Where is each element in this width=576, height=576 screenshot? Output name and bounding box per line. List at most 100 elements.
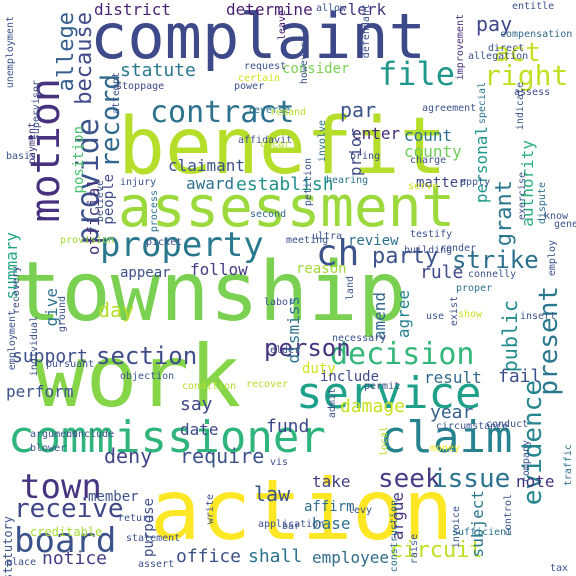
word-perform: perform [6, 382, 74, 401]
word-condition: condition [182, 381, 237, 392]
word-recovery: recovery [11, 266, 22, 315]
word-recover: recover [246, 379, 289, 390]
word-write: write [205, 494, 216, 525]
word-serve: serve [408, 181, 439, 192]
word-building: building [404, 245, 453, 256]
word-entitle: entitle [512, 1, 555, 12]
word-stoppage: stoppage [116, 81, 165, 92]
word-supervisor: supervisor [31, 80, 42, 141]
word-office: office [176, 546, 242, 567]
word-however: however [299, 42, 310, 85]
word-improvement: improvement [455, 14, 466, 81]
word-establish: establish [236, 174, 334, 195]
word-take: take [312, 472, 351, 491]
word-affirm: affirm [304, 499, 355, 515]
word-blower: blower [30, 443, 67, 454]
word-return: return [118, 513, 155, 524]
word-matter: matter [416, 175, 467, 191]
word-town: town [20, 467, 102, 507]
word-section: section [96, 342, 198, 370]
word-consider: consider [282, 61, 350, 77]
word-complaint: complaint [90, 0, 426, 73]
word-ch: ch [316, 233, 360, 274]
word-pursuant: pursuant [46, 359, 95, 370]
word-decision: decision [330, 337, 475, 372]
word-second: second [250, 209, 287, 220]
word-follow: follow [190, 260, 248, 279]
word-meeting: meeting [286, 235, 329, 246]
word-unemployment: unemployment [5, 16, 16, 89]
word-circuit: circuit [390, 538, 483, 563]
word-proper: proper [456, 283, 493, 294]
word-claim: claim [380, 412, 513, 463]
word-count: count [404, 126, 453, 145]
word-employment: employment [7, 310, 18, 371]
word-member: member [88, 489, 139, 505]
word-basis: basis [6, 151, 37, 162]
word-conclude: conclude [66, 429, 115, 440]
word-enter: enter [352, 124, 401, 143]
word-damage: damage [340, 396, 406, 417]
word-company: company [521, 440, 532, 483]
word-bring: bring [350, 151, 381, 162]
word-involve: involve [317, 120, 328, 163]
word-elder: elder [270, 345, 301, 356]
word-testify: testify [410, 229, 453, 240]
word-land: land [345, 276, 356, 301]
word-purpose: purpose [141, 498, 157, 558]
word-day: day [98, 298, 135, 322]
word-employee: employee [312, 548, 390, 567]
word-vis: vis [270, 457, 289, 468]
word-compensation: compensation [500, 29, 573, 40]
word-tax: tax [550, 563, 569, 574]
word-sufficient: sufficient [452, 527, 513, 538]
word-petition: petition [303, 158, 314, 207]
word-appear: appear [120, 265, 171, 281]
word-file: file [378, 55, 456, 93]
word-statute: statute [120, 60, 196, 81]
word-note: note [516, 472, 555, 491]
word-power: power [234, 81, 265, 92]
word-request: request [244, 61, 287, 72]
word-public: public [498, 300, 522, 373]
word-certain: certain [238, 73, 281, 84]
word-include: include [320, 369, 380, 385]
word-reason: reason [296, 261, 347, 277]
word-act: act [494, 38, 541, 68]
word-objection: objection [120, 371, 175, 382]
word-district: district [94, 0, 172, 19]
word-party: party [372, 244, 439, 269]
word-show: show [458, 309, 483, 320]
word-base: base [312, 514, 351, 533]
word-determine: determine [226, 0, 313, 19]
word-claimant: claimant [168, 156, 246, 175]
word-argument: argument [30, 429, 79, 440]
word-place: place [6, 557, 37, 568]
word-special: special [477, 82, 488, 125]
word-connelly: connelly [468, 269, 517, 280]
word-exercise: exercise [517, 172, 528, 221]
word-agree: agree [394, 290, 413, 339]
word-individual: individual [29, 316, 40, 377]
word-commissioner: commissioner [8, 412, 326, 463]
word-work: work [34, 327, 242, 427]
word-township: township [12, 245, 407, 340]
word-creditable: creditable [30, 525, 103, 539]
word-leave: leave [277, 10, 288, 41]
word-rule: rule [420, 262, 464, 283]
word-levy: levy [348, 505, 373, 516]
word-labor: labor [264, 297, 295, 308]
word-defendant: defendant [361, 4, 372, 59]
word-clerk: clerk [338, 0, 387, 19]
word-know: know [544, 211, 569, 222]
word-charge: charge [410, 155, 447, 166]
word-construction: construction [389, 500, 400, 573]
word-conduct: conduct [486, 419, 529, 430]
word-circumstance: circumstance [436, 421, 509, 432]
word-picket: picket [146, 237, 183, 248]
word-year: year [430, 402, 474, 423]
word-issue: issue [432, 464, 511, 494]
word-employ: employ [547, 240, 558, 277]
word-allow: allow [316, 3, 347, 14]
word-raise: raise [409, 534, 420, 565]
